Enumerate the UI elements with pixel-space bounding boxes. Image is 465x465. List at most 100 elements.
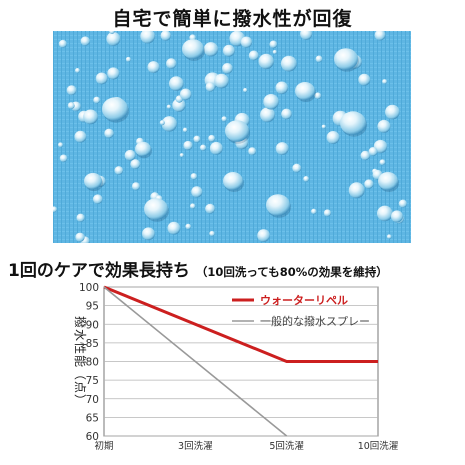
y-axis-label: 撥水性能（点） — [73, 316, 88, 407]
water-drop — [315, 55, 323, 63]
water-drop — [374, 31, 386, 41]
water-drop — [179, 153, 184, 158]
water-drop — [74, 68, 80, 74]
water-drop — [147, 61, 160, 74]
water-drop — [368, 147, 378, 157]
water-drop — [311, 208, 317, 215]
water-drop — [76, 213, 85, 222]
water-drop — [358, 73, 371, 86]
legend-label: 一般的な撥水スプレー — [260, 314, 370, 328]
water-drop — [58, 39, 67, 48]
water-drop — [182, 39, 204, 59]
water-drop — [295, 82, 315, 100]
water-drop — [334, 48, 358, 70]
water-drop — [377, 205, 393, 222]
water-drop — [75, 232, 85, 242]
water-drop — [378, 172, 398, 190]
water-drop — [240, 36, 253, 48]
water-drop — [144, 198, 168, 220]
y-tick-label: 100 — [79, 282, 99, 294]
water-drop — [340, 111, 366, 135]
water-drop — [142, 227, 155, 241]
water-drop — [104, 128, 114, 139]
y-tick-label: 80 — [86, 357, 99, 369]
repellency-chart: 60 65 70 75 80 85 90 95 100 初期 3回洗濯 5回洗濯 10回洗濯 撥水性能（点… — [73, 282, 399, 452]
x-tick-label: 3回洗濯 — [178, 440, 213, 452]
water-drop — [165, 58, 177, 69]
water-drop — [314, 92, 322, 100]
water-drop — [205, 203, 216, 214]
water-drop — [275, 142, 289, 156]
water-drop — [364, 179, 374, 189]
water-drop — [205, 82, 215, 92]
water-drop — [292, 163, 302, 173]
water-drop — [398, 199, 407, 208]
legend-label: ウォーターリペル — [260, 294, 348, 307]
water-drop — [214, 73, 229, 89]
x-tick-label: 初期 — [94, 440, 113, 452]
water-drop — [260, 107, 275, 123]
water-drop — [377, 119, 391, 133]
water-drop — [190, 173, 198, 180]
y-tick-label: 65 — [86, 412, 99, 424]
water-drop — [390, 210, 403, 223]
x-tick-label: 5回洗濯 — [269, 440, 304, 452]
water-drop — [185, 223, 192, 230]
y-tick-label: 70 — [86, 394, 99, 406]
water-drop — [275, 81, 289, 95]
water-drop — [199, 144, 207, 151]
headline: 自宅で簡単に撥水性が回復 — [112, 8, 353, 30]
water-drop — [183, 140, 193, 151]
water-drop — [323, 209, 332, 217]
y-tick-label: 60 — [86, 431, 99, 443]
water-drop — [222, 62, 233, 74]
water-drop — [92, 194, 103, 204]
water-droplets-on-fabric-icon — [53, 31, 411, 243]
water-drop — [107, 67, 120, 80]
water-drop — [203, 42, 219, 57]
water-drop — [225, 120, 249, 142]
water-drop — [74, 130, 87, 143]
water-drop — [223, 172, 243, 190]
water-drop — [84, 172, 102, 190]
water-drop — [67, 102, 75, 110]
water-drop — [382, 79, 388, 85]
water-drop — [140, 31, 156, 44]
water-drop — [161, 116, 178, 132]
water-drop — [106, 31, 121, 46]
water-drop — [172, 98, 186, 112]
subheading-note: （10回洗っても80%の効果を維持） — [195, 265, 388, 279]
water-drop — [168, 76, 184, 91]
water-drop — [221, 116, 227, 122]
water-drop — [80, 36, 90, 46]
water-drop — [95, 72, 108, 85]
water-drop — [109, 31, 115, 35]
water-drop — [182, 127, 188, 133]
water-drop — [93, 96, 101, 104]
water-drop — [58, 142, 64, 148]
water-drop — [386, 234, 392, 239]
water-drop — [248, 147, 257, 156]
water-drop — [272, 50, 277, 55]
water-drop — [159, 120, 165, 126]
water-drop — [222, 44, 235, 57]
water-drop — [263, 93, 279, 110]
water-drop — [379, 159, 386, 166]
water-drop — [114, 166, 124, 175]
water-drop — [135, 141, 151, 157]
water-drop — [360, 150, 371, 161]
water-drop — [209, 141, 223, 155]
water-drop — [303, 175, 310, 182]
subheading-main: 1回のケアで効果長持ち — [8, 261, 190, 281]
y-tick-label: 85 — [86, 338, 99, 350]
water-drop — [243, 87, 248, 93]
water-drop — [179, 88, 192, 101]
water-drop — [167, 221, 181, 235]
water-drop — [125, 56, 131, 62]
water-drop — [258, 53, 274, 70]
water-drop — [348, 182, 365, 199]
water-drop — [166, 104, 172, 109]
water-drop — [83, 109, 98, 125]
y-tick-label: 95 — [86, 301, 99, 313]
water-drop — [59, 154, 68, 163]
